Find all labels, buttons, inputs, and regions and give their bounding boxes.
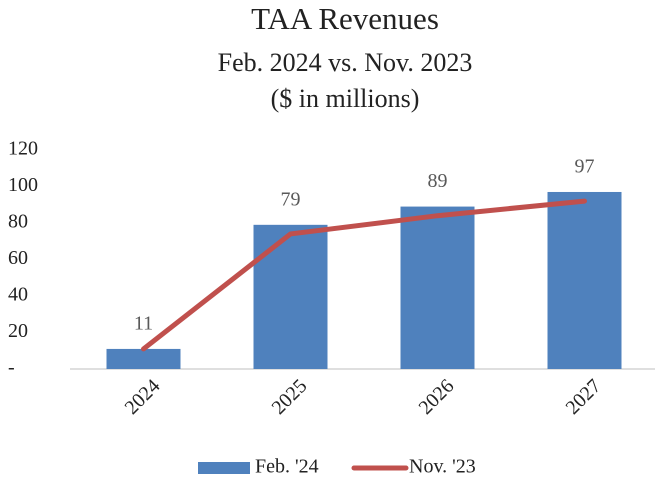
bar xyxy=(547,191,622,369)
x-tick-label: 2024 xyxy=(121,375,165,419)
y-tick-label: 80 xyxy=(8,211,28,233)
bar xyxy=(253,224,328,369)
y-tick-label: - xyxy=(8,357,15,379)
x-tick-label: 2027 xyxy=(562,375,606,419)
data-label: 97 xyxy=(575,156,595,178)
x-tick-label: 2025 xyxy=(268,375,312,419)
chart-subtitle: Feb. 2024 vs. Nov. 2023 xyxy=(218,48,473,77)
x-tick-label: 2026 xyxy=(415,375,459,419)
legend-label: Nov. '23 xyxy=(409,456,476,478)
legend-label: Feb. '24 xyxy=(255,456,319,478)
y-tick-label: 60 xyxy=(8,247,28,269)
data-label: 11 xyxy=(134,313,153,335)
y-tick-label: 40 xyxy=(8,284,28,306)
y-tick-label: 120 xyxy=(8,138,38,160)
data-label: 79 xyxy=(281,188,301,210)
y-tick-label: 100 xyxy=(8,174,38,196)
line xyxy=(141,198,587,352)
legend-swatch xyxy=(198,462,250,474)
data-label: 89 xyxy=(428,170,448,192)
chart-title: TAA Revenues xyxy=(251,1,439,36)
bar xyxy=(400,206,475,369)
chart-subtitle: ($ in millions) xyxy=(271,84,420,113)
y-tick-label: 20 xyxy=(8,320,28,342)
bar xyxy=(106,348,181,369)
